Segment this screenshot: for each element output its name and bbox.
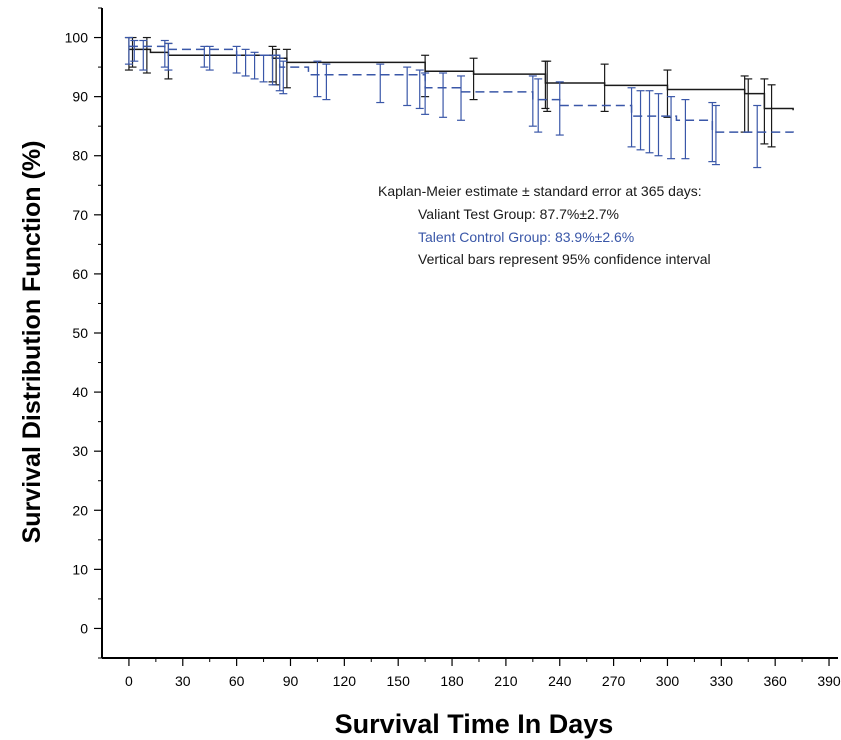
x-tick-label: 390 [817, 673, 841, 689]
y-tick-label: 80 [72, 148, 88, 164]
y-tick-label: 70 [72, 207, 88, 223]
series-1 [124, 36, 794, 169]
annotation-line: Kaplan-Meier estimate ± standard error a… [378, 183, 702, 199]
y-tick-label: 100 [65, 30, 89, 46]
x-tick-label: 210 [494, 673, 518, 689]
x-tick-label: 330 [710, 673, 734, 689]
y-tick-label: 0 [80, 620, 88, 636]
x-tick-label: 30 [175, 673, 191, 689]
x-tick-label: 270 [602, 673, 626, 689]
x-tick-label: 300 [656, 673, 680, 689]
x-tick-label: 150 [387, 673, 411, 689]
x-tick-label: 60 [229, 673, 245, 689]
x-tick-label: 180 [440, 673, 464, 689]
annotation-line: Talent Control Group: 83.9%±2.6% [418, 229, 634, 245]
x-tick-label: 0 [125, 673, 133, 689]
annotation-line: Valiant Test Group: 87.7%±2.7% [418, 206, 619, 222]
x-tick-label: 90 [283, 673, 299, 689]
axes: 0 10 20 30 40 50 60 70 80 90 100 0 30 60 90 120 150 180 21… [65, 7, 841, 689]
x-axis-title: Survival Time In Days [335, 709, 614, 739]
series-layer [124, 36, 794, 169]
y-tick-label: 30 [72, 443, 88, 459]
annotation-block: Kaplan-Meier estimate ± standard error a… [378, 183, 711, 267]
y-axis-title: Survival Distribution Function (%) [18, 141, 46, 544]
y-tick-label: 40 [72, 384, 88, 400]
y-tick-label: 60 [72, 266, 88, 282]
x-tick-label: 360 [763, 673, 787, 689]
series-0 [124, 36, 794, 148]
y-tick-label: 20 [72, 502, 88, 518]
x-tick-label: 240 [548, 673, 572, 689]
annotation-line: Vertical bars represent 95% confidence i… [418, 251, 711, 267]
y-tick-label: 50 [72, 325, 88, 341]
y-tick-label: 10 [72, 561, 88, 577]
y-tick-label: 90 [72, 89, 88, 105]
x-tick-label: 120 [333, 673, 357, 689]
